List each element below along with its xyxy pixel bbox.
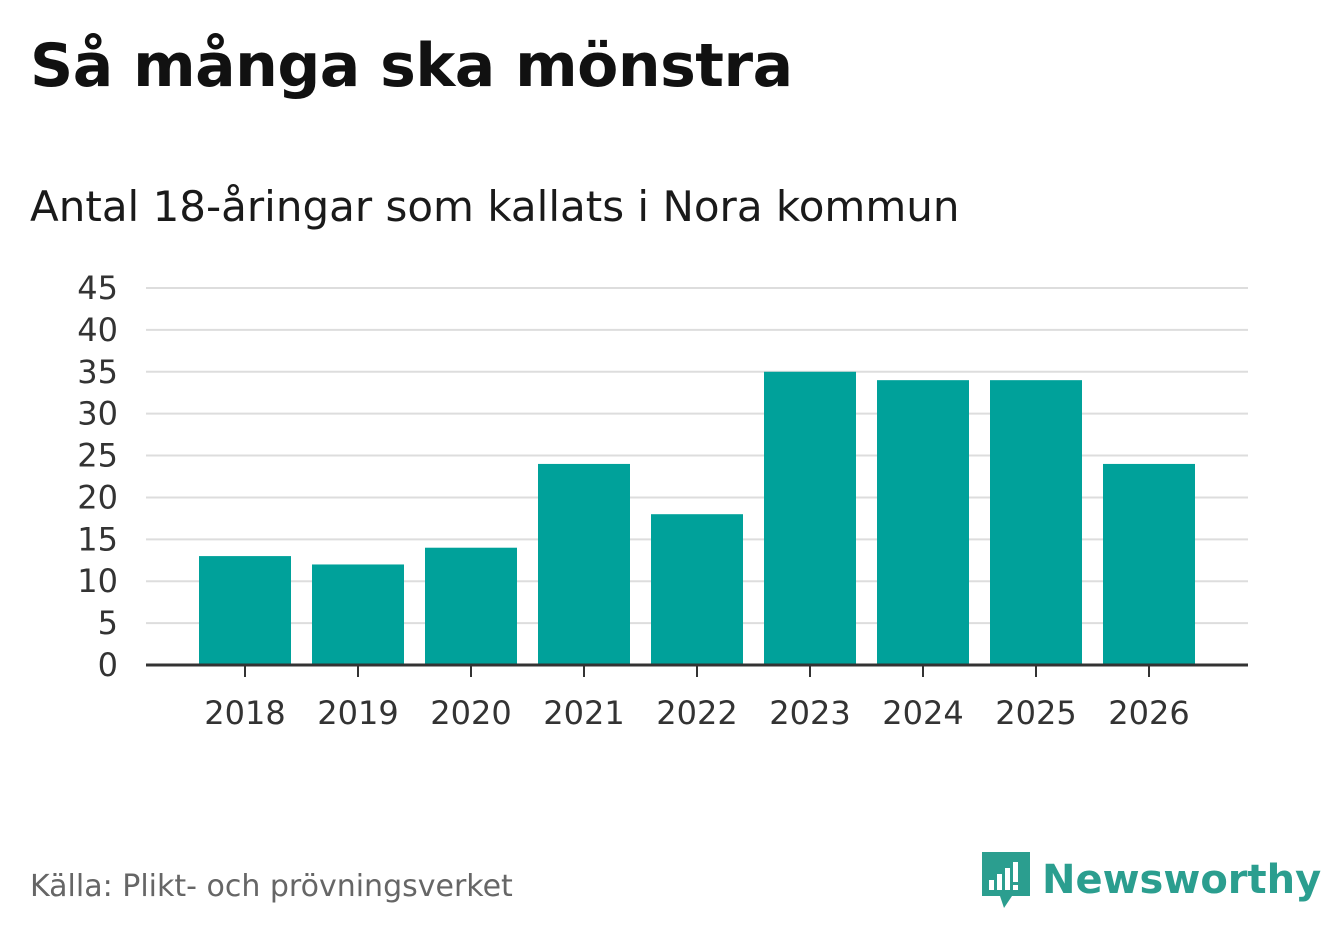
y-tick-label: 5 bbox=[98, 604, 118, 642]
x-tick-label: 2026 bbox=[1108, 694, 1189, 732]
x-tick-label: 2019 bbox=[317, 694, 398, 732]
bars bbox=[199, 371, 1195, 665]
newsworthy-logo[interactable]: Newsworthy bbox=[980, 850, 1321, 910]
y-axis-ticks: 0 5 10 15 2025 30 35 40 45 bbox=[77, 269, 118, 684]
bar-2023 bbox=[764, 371, 856, 665]
newsworthy-logo-icon bbox=[982, 852, 1030, 908]
y-tick-label: 15 bbox=[77, 520, 118, 558]
x-tick-label: 2025 bbox=[995, 694, 1076, 732]
x-tick-label: 2018 bbox=[204, 694, 285, 732]
logo-text: Newsworthy bbox=[1042, 857, 1322, 903]
y-tick-label: 20 bbox=[77, 478, 118, 516]
source-note: Källa: Plikt- och prövningsverket bbox=[30, 869, 513, 904]
bar-2021 bbox=[538, 463, 630, 665]
chart-title: Så många ska mönstra bbox=[30, 31, 793, 101]
y-tick-label: 10 bbox=[77, 562, 118, 600]
y-tick-label: 40 bbox=[77, 311, 118, 349]
y-tick-label: 25 bbox=[77, 437, 118, 475]
bar-2026 bbox=[1103, 463, 1195, 665]
x-tick-label: 2021 bbox=[543, 694, 624, 732]
bar-2020 bbox=[425, 547, 517, 665]
bar-2018 bbox=[199, 556, 291, 665]
y-tick-label: 0 bbox=[98, 646, 118, 684]
y-tick-label: 30 bbox=[77, 395, 118, 433]
x-tick-label: 2024 bbox=[882, 694, 963, 732]
x-tick-label: 2023 bbox=[769, 694, 850, 732]
bar-2019 bbox=[312, 564, 404, 665]
bar-2025 bbox=[990, 380, 1082, 665]
x-axis-ticks: 2018 2019 2020 2021 2022 2023 2024 2025 2026 bbox=[204, 665, 1190, 732]
y-tick-label: 35 bbox=[77, 353, 118, 391]
bar-2024 bbox=[877, 380, 969, 665]
x-tick-label: 2022 bbox=[656, 694, 737, 732]
y-tick-label: 45 bbox=[77, 269, 118, 307]
bar-2022 bbox=[651, 514, 743, 665]
chart-subtitle: Antal 18-åringar som kallats i Nora komm… bbox=[30, 182, 960, 231]
x-tick-label: 2020 bbox=[430, 694, 511, 732]
